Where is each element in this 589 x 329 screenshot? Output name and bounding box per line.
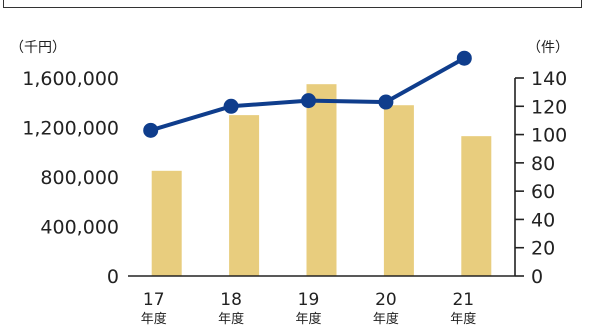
line-point: [301, 93, 316, 109]
right-axis-unit: （件）: [527, 40, 569, 56]
left-axis-unit: （千円）: [10, 40, 66, 56]
left-axis: 0 400,000 800,000 1,200,000 1,600,000: [22, 68, 119, 288]
right-tick-label: 100: [531, 125, 567, 147]
right-tick-label: 80: [531, 153, 555, 175]
x-tick-label: 20: [375, 290, 397, 310]
line-point: [143, 122, 159, 138]
left-tick-label: 1,600,000: [22, 68, 119, 90]
x-tick-suffix: 年度: [450, 311, 476, 327]
right-tick-label: 120: [531, 96, 567, 118]
x-tick-suffix: 年度: [218, 311, 244, 327]
line-point: [223, 98, 239, 114]
left-tick-label: 800,000: [40, 167, 119, 189]
right-axis: 0 20 40 60 80 100 120 140: [514, 68, 567, 288]
right-tick-label: 0: [531, 266, 543, 288]
right-tick-label: 140: [531, 68, 567, 90]
x-tick-suffix: 年度: [373, 311, 399, 327]
bar: [151, 170, 182, 276]
header-frame: [3, 0, 582, 8]
line-point: [456, 50, 472, 66]
x-tick-label: 17: [143, 290, 165, 310]
right-tick-label: 60: [531, 181, 555, 203]
x-tick-label: 19: [298, 290, 320, 310]
bar-series: [151, 84, 492, 276]
line-point: [378, 94, 394, 110]
bar: [306, 84, 337, 276]
bar: [461, 136, 492, 276]
line-series: [143, 50, 472, 138]
left-tick-label: 400,000: [40, 217, 119, 239]
right-tick-label: 20: [531, 238, 555, 260]
x-tick-suffix: 年度: [295, 311, 321, 327]
right-tick-label: 40: [531, 209, 555, 231]
x-tick-suffix: 年度: [141, 311, 167, 327]
left-tick-label: 0: [107, 266, 119, 288]
bar: [383, 105, 414, 276]
left-tick-label: 1,200,000: [22, 118, 119, 140]
bar: [229, 115, 260, 276]
x-tick-label: 18: [220, 290, 242, 310]
x-tick-label: 21: [452, 290, 474, 310]
